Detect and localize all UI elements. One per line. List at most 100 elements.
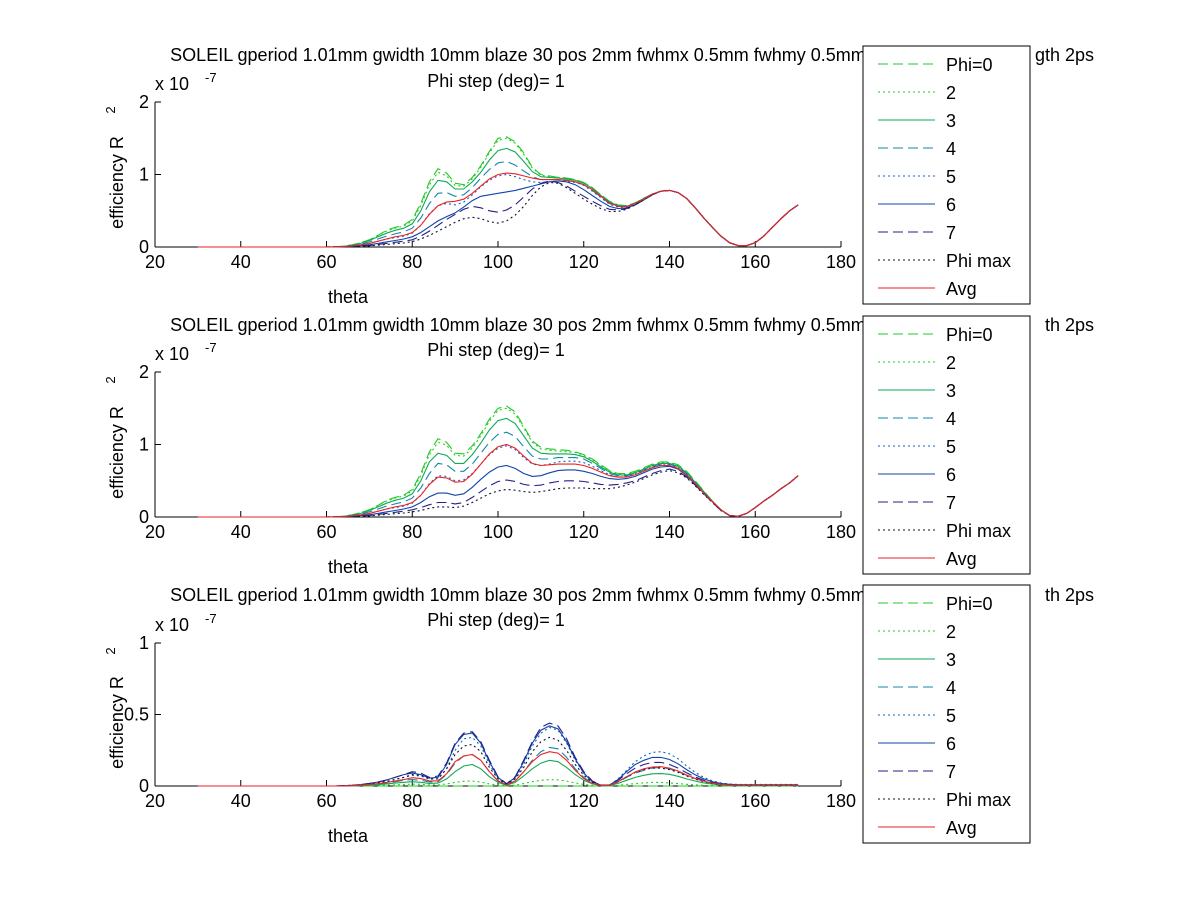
chart-subtitle: Phi step (deg)= 1: [427, 340, 565, 360]
x-tick-label: 160: [740, 522, 770, 542]
legend-label: 5: [946, 167, 956, 187]
legend-label: 2: [946, 83, 956, 103]
y-exponent-superscript: -7: [205, 340, 217, 355]
y-axis-label-superscript: 2: [103, 376, 118, 383]
x-tick-label: 20: [145, 252, 165, 272]
y-axis-label: efficiency R: [107, 676, 127, 769]
x-tick-label: 60: [316, 252, 336, 272]
legend-box: [862, 315, 1031, 575]
legend-label: 7: [946, 223, 956, 243]
legend-label: 3: [946, 111, 956, 131]
legend-label: 6: [946, 734, 956, 754]
y-axis-label-superscript: 2: [103, 647, 118, 654]
legend-label: 5: [946, 706, 956, 726]
series-line-9: [197, 751, 799, 787]
chart-panel-1: SOLEIL gperiod 1.01mm gwidth 10mm blaze …: [103, 45, 1094, 307]
y-tick-label: 0.5: [124, 705, 149, 725]
x-axis-label: theta: [328, 826, 369, 846]
x-tick-label: 80: [402, 791, 422, 811]
legend-label: Avg: [946, 818, 977, 838]
x-tick-label: 120: [569, 791, 599, 811]
x-tick-label: 60: [316, 522, 336, 542]
x-tick-label: 180: [826, 252, 856, 272]
x-tick-label: 40: [231, 791, 251, 811]
chart-title: SOLEIL gperiod 1.01mm gwidth 10mm blaze …: [170, 45, 926, 65]
chart-title-tail: th 2ps: [1045, 315, 1094, 335]
x-tick-label: 180: [826, 522, 856, 542]
x-tick-label: 160: [740, 252, 770, 272]
y-tick-label: 2: [139, 92, 149, 112]
x-tick-label: 160: [740, 791, 770, 811]
x-axis-label: theta: [328, 557, 369, 577]
y-tick-label: 0: [139, 237, 149, 257]
x-tick-label: 140: [654, 791, 684, 811]
y-axis-label-superscript: 2: [103, 106, 118, 113]
x-tick-label: 40: [231, 522, 251, 542]
legend-label: Phi max: [946, 790, 1011, 810]
legend: Phi=0 2 3 4 5 6 7 Phi max Avg: [862, 45, 1031, 305]
legend-label: Avg: [946, 279, 977, 299]
legend-label: 3: [946, 381, 956, 401]
legend-label: 4: [946, 139, 956, 159]
chart-panel-3: SOLEIL gperiod 1.01mm gwidth 10mm blaze …: [103, 584, 1094, 846]
legend-label: 3: [946, 650, 956, 670]
legend-label: 2: [946, 622, 956, 642]
x-tick-label: 40: [231, 252, 251, 272]
chart-title: SOLEIL gperiod 1.01mm gwidth 10mm blaze …: [170, 585, 926, 605]
legend-label: 2: [946, 353, 956, 373]
series-line-8: [197, 736, 799, 787]
chart-title-tail: gth 2ps: [1035, 45, 1094, 65]
legend-label: 6: [946, 465, 956, 485]
x-tick-label: 100: [483, 522, 513, 542]
x-tick-label: 80: [402, 252, 422, 272]
legend: Phi=0 2 3 4 5 6 7 Phi max Avg: [862, 315, 1031, 575]
legend-label: 4: [946, 678, 956, 698]
y-axis-label: efficiency R: [107, 136, 127, 229]
legend-label: Phi max: [946, 251, 1011, 271]
y-tick-label: 0: [139, 776, 149, 796]
series-line-1: [197, 405, 799, 518]
series-line-1: [197, 136, 799, 248]
series-line-2: [197, 779, 799, 787]
series-line-9: [197, 443, 799, 518]
x-tick-label: 80: [402, 522, 422, 542]
series-line-3: [197, 759, 799, 787]
y-tick-label: 1: [139, 435, 149, 455]
x-tick-label: 20: [145, 522, 165, 542]
chart-title: SOLEIL gperiod 1.01mm gwidth 10mm blaze …: [170, 315, 926, 335]
y-exponent-superscript: -7: [205, 70, 217, 85]
y-axis-label: efficiency R: [107, 406, 127, 499]
y-tick-label: 0: [139, 507, 149, 527]
x-tick-label: 140: [654, 522, 684, 542]
legend-box: [862, 584, 1031, 844]
chart-title-tail: th 2ps: [1045, 585, 1094, 605]
legend-label: Phi=0: [946, 325, 993, 345]
x-tick-label: 100: [483, 791, 513, 811]
legend-box: [862, 45, 1031, 305]
y-tick-label: 1: [139, 633, 149, 653]
x-tick-label: 140: [654, 252, 684, 272]
legend-label: 4: [946, 409, 956, 429]
chart-panel-2: SOLEIL gperiod 1.01mm gwidth 10mm blaze …: [103, 315, 1094, 577]
legend-label: 6: [946, 195, 956, 215]
series-line-2: [197, 137, 799, 248]
y-exponent-label: x 10: [155, 74, 189, 94]
legend-label: 5: [946, 437, 956, 457]
y-tick-label: 2: [139, 362, 149, 382]
legend-label: 7: [946, 762, 956, 782]
x-tick-label: 120: [569, 252, 599, 272]
x-tick-label: 120: [569, 522, 599, 542]
chart-subtitle: Phi step (deg)= 1: [427, 71, 565, 91]
series-line-9: [197, 172, 799, 248]
legend-label: Avg: [946, 549, 977, 569]
y-exponent-superscript: -7: [205, 611, 217, 626]
chart-subtitle: Phi step (deg)= 1: [427, 610, 565, 630]
y-exponent-label: x 10: [155, 344, 189, 364]
series-line-8: [197, 470, 799, 518]
legend-label: 7: [946, 493, 956, 513]
series-line-8: [197, 181, 799, 248]
legend-label: Phi=0: [946, 594, 993, 614]
x-tick-label: 20: [145, 791, 165, 811]
x-tick-label: 100: [483, 252, 513, 272]
x-tick-label: 60: [316, 791, 336, 811]
